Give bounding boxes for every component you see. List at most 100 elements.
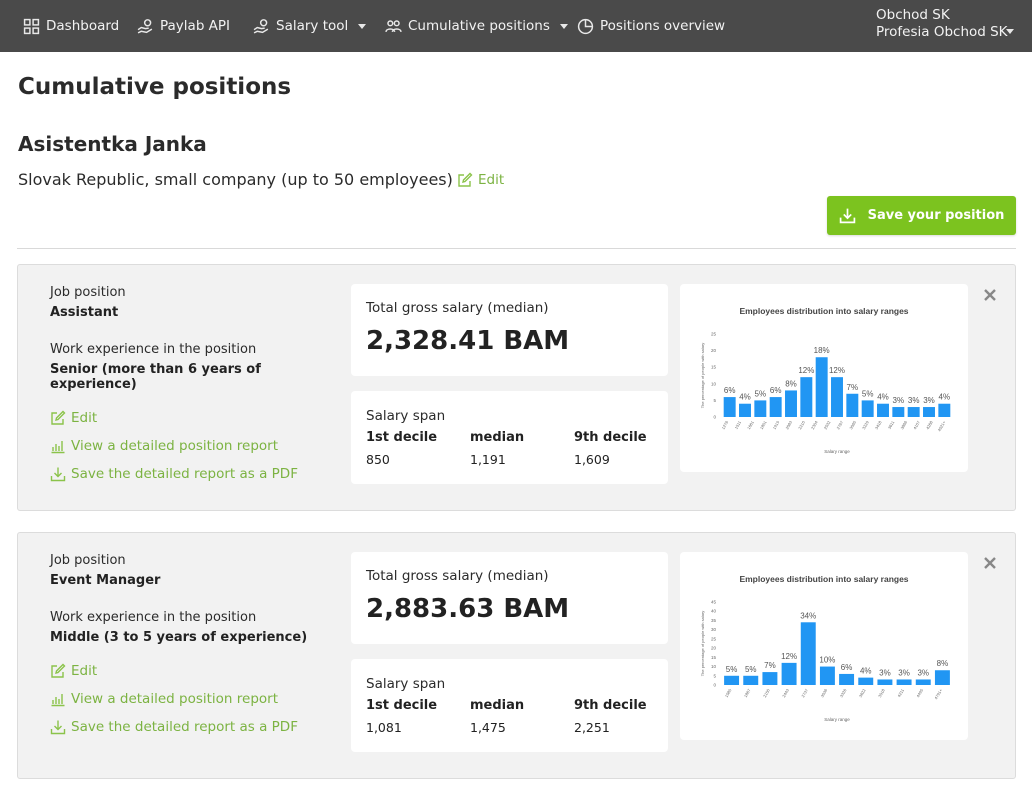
edit-card-link[interactable]: Edit [50, 663, 350, 679]
user-menu[interactable]: Obchod SK Profesia Obchod SK [876, 7, 1014, 41]
chart-xtick: 4791+ [933, 687, 943, 700]
decile1-col: 1st decile 850 [366, 430, 437, 467]
salary-span-box: Salary span 1st decile 1,081 median 1,47… [351, 659, 668, 752]
nav-salary-tool-label: Salary tool [276, 18, 349, 34]
salary-span-label: Salary span [366, 408, 446, 424]
pie-icon [577, 18, 594, 34]
chart-xtick: 3326 [839, 687, 848, 698]
edit-position-label: Edit [478, 172, 505, 188]
position-card: Job position Assistant Work experience i… [17, 264, 1016, 511]
remove-card-button[interactable] [983, 287, 997, 301]
work-experience-value: Senior (more than 6 years of experience) [50, 362, 261, 392]
chart-title: Employees distribution into salary range… [739, 574, 908, 584]
edit-card-link[interactable]: Edit [50, 410, 350, 426]
hand-coin-icon [253, 18, 269, 34]
close-icon [984, 557, 996, 569]
chart-bar [800, 377, 813, 417]
save-pdf-label: Save the detailed report as a PDF [71, 466, 298, 482]
chevron-down-icon [559, 23, 568, 29]
chart-data-label: 7% [764, 661, 776, 670]
chart-xtick: 3918 [877, 687, 886, 698]
grid-icon [23, 18, 40, 34]
nav-positions-overview-label: Positions overview [600, 18, 726, 34]
chart-xtick: 2767 [835, 419, 844, 430]
chart-data-label: 5% [862, 389, 874, 398]
chart-xtick: 2532 [823, 419, 832, 430]
chart-data-label: 18% [814, 346, 830, 355]
chart-data-label: 8% [785, 379, 797, 388]
median-col: median 1,475 [470, 698, 524, 735]
chart-data-label: 4% [877, 393, 889, 402]
chart-data-label: 12% [781, 652, 797, 661]
chart-xtick: 3418 [874, 419, 883, 430]
chart-ytick: 30 [711, 627, 717, 632]
chart-xtick: 1661 [746, 419, 755, 430]
people-icon [385, 19, 402, 32]
position-name: Asistentka Janka [18, 132, 207, 156]
chart-xtick: 1580 [724, 687, 733, 698]
nav-positions-overview[interactable]: Positions overview [577, 0, 725, 52]
chart-xtick: 3866 [899, 419, 908, 430]
nav-cumulative-positions-label: Cumulative positions [408, 18, 550, 34]
median-col: median 1,191 [470, 430, 524, 467]
chart-bar [723, 397, 736, 417]
edit-card-label: Edit [71, 410, 98, 426]
chart-bar [739, 403, 751, 417]
chart-xlabel: Salary range [824, 449, 850, 454]
chart-title: Employees distribution into salary range… [739, 306, 908, 316]
nav-paylab-api-label: Paylab API [160, 18, 231, 34]
chart-ytick: 35 [711, 618, 717, 623]
chart-xtick: 2304 [810, 419, 819, 430]
decile1-value: 1,081 [366, 720, 402, 735]
nav-cumulative-positions[interactable]: Cumulative positions [385, 0, 568, 52]
chart-data-label: 34% [800, 611, 816, 620]
chart-data-label: 3% [893, 396, 905, 405]
distribution-chart-svg: Employees distribution into salary range… [700, 574, 950, 722]
chart-xlabel: Salary range [824, 717, 850, 722]
chart-data-label: 3% [879, 668, 891, 677]
nav-paylab-api[interactable]: Paylab API [137, 0, 230, 52]
save-position-button[interactable]: Save your position [827, 196, 1016, 235]
user-company: Obchod SK [876, 7, 950, 23]
chart-xtick: 4495 [915, 687, 924, 698]
remove-card-button[interactable] [983, 555, 997, 569]
chart-xtick: 2210 [797, 419, 806, 430]
chart-bar [858, 677, 874, 685]
decile1-header: 1st decile [366, 430, 438, 445]
save-pdf-link[interactable]: Save the detailed report as a PDF [50, 719, 350, 735]
chart-xtick: 2083 [784, 419, 793, 430]
view-report-link[interactable]: View a detailed position report [50, 438, 350, 454]
chart-bar [743, 675, 759, 685]
chart-data-label: 3% [923, 396, 935, 405]
edit-icon [51, 663, 66, 678]
chart-xtick: 4268 [925, 419, 934, 430]
median-span-value: 1,191 [470, 452, 506, 467]
chart-bar [839, 673, 855, 685]
chart-bar [819, 666, 835, 685]
chart-xtick: 4107 [912, 419, 921, 430]
chevron-down-icon [358, 23, 367, 29]
median-box: Total gross salary (median) 2,328.41 BAM [351, 284, 668, 376]
chart-xtick: 4521+ [937, 419, 947, 432]
chart-bar [923, 407, 935, 417]
divider [17, 248, 1016, 249]
chevron-down-icon [1006, 29, 1014, 34]
top-navbar: Dashboard Paylab API Salary tool Cumulat… [0, 0, 1032, 52]
median-value: 2,328.41 BAM [366, 326, 570, 356]
chart-bar [800, 622, 816, 685]
chart-data-label: 4% [739, 393, 751, 402]
save-pdf-link[interactable]: Save the detailed report as a PDF [50, 466, 350, 482]
chart-xtick: 3065 [848, 419, 857, 430]
chart-xtick: 1867 [743, 687, 752, 698]
decile9-header: 9th decile [574, 430, 647, 445]
chart-bar [877, 403, 889, 417]
edit-position-link[interactable]: Edit [457, 172, 504, 188]
view-report-link[interactable]: View a detailed position report [50, 691, 350, 707]
chart-ylabel: The percentage of people with salary [700, 343, 705, 409]
chart-bar [938, 403, 951, 417]
nav-salary-tool[interactable]: Salary tool [253, 0, 367, 52]
job-position-value: Event Manager [50, 573, 161, 588]
nav-dashboard[interactable]: Dashboard [23, 0, 119, 52]
chart-xtick: 3611 [887, 419, 896, 430]
work-experience-label: Work experience in the position [50, 610, 257, 625]
